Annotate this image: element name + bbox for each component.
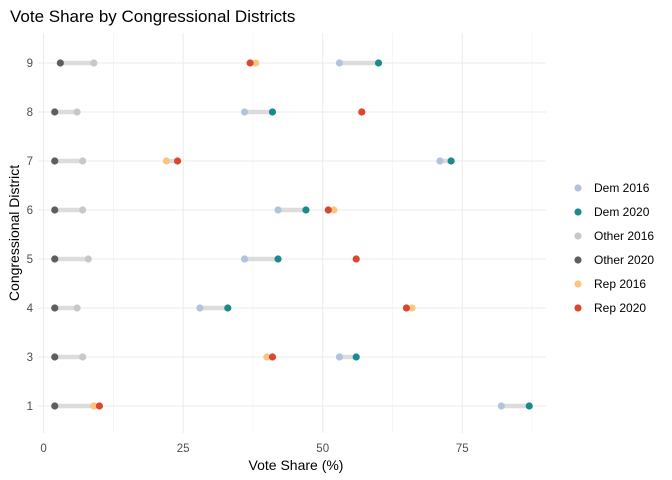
x-axis-ticks: 0 25 50 75 xyxy=(40,443,468,455)
point-dem-2016 xyxy=(497,402,505,410)
point-rep-2020 xyxy=(402,304,411,312)
point-other-2020 xyxy=(51,402,59,410)
point-rep-2020 xyxy=(268,353,277,361)
point-other-2020 xyxy=(51,206,59,214)
point-dem-2020 xyxy=(447,157,455,165)
point-other-2016 xyxy=(79,206,87,214)
point-dem-2020 xyxy=(274,255,282,263)
y-tick-label: 4 xyxy=(27,303,34,315)
point-dem-2016 xyxy=(274,206,282,214)
legend-label: Rep 2020 xyxy=(594,301,646,315)
point-rep-2020 xyxy=(246,59,254,67)
point-dem-2016 xyxy=(240,108,249,116)
point-rep-2016 xyxy=(90,402,98,410)
legend: Dem 2016 Dem 2020 Other 2016 Other 2020 Rep … xyxy=(574,181,654,315)
legend-label: Dem 2020 xyxy=(594,205,650,219)
point-dem-2020 xyxy=(525,402,533,410)
point-other-2020 xyxy=(51,157,59,165)
point-rep-2020 xyxy=(352,255,360,263)
legend-key xyxy=(574,184,582,192)
point-dem-2016 xyxy=(335,59,344,67)
x-tick-label: 75 xyxy=(456,443,469,455)
point-dem-2020 xyxy=(374,59,383,67)
point-rep-2020 xyxy=(358,108,366,116)
y-tick-label: 6 xyxy=(27,205,33,217)
y-tick-label: 9 xyxy=(27,58,33,70)
point-other-2016 xyxy=(73,108,81,116)
y-tick-label: 1 xyxy=(27,401,33,413)
y-tick-label: 3 xyxy=(27,352,33,364)
point-other-2020 xyxy=(51,108,59,116)
y-axis-title: Congressional District xyxy=(6,165,22,301)
point-dem-2016 xyxy=(335,353,344,361)
y-tick-label: 7 xyxy=(27,156,33,168)
data-points xyxy=(51,59,533,410)
point-rep-2016 xyxy=(408,304,416,312)
point-dem-2016 xyxy=(196,304,204,312)
point-other-2016 xyxy=(79,353,87,361)
point-rep-2016 xyxy=(252,59,260,67)
grid-lines xyxy=(38,33,546,433)
point-rep-2016 xyxy=(162,157,170,165)
legend-key xyxy=(574,280,582,288)
point-other-2016 xyxy=(84,255,92,263)
y-tick-label: 8 xyxy=(27,107,33,119)
y-axis-ticks: 1 3 4 5 6 7 8 9 xyxy=(27,58,34,413)
point-other-2016 xyxy=(73,304,81,312)
point-other-2016 xyxy=(90,59,98,67)
y-tick-label: 5 xyxy=(27,254,33,266)
legend-label: Dem 2016 xyxy=(594,181,650,195)
point-dem-2020 xyxy=(302,206,310,214)
point-other-2020 xyxy=(51,353,59,361)
legend-key xyxy=(574,208,582,216)
point-other-2020 xyxy=(56,59,64,67)
legend-key xyxy=(574,232,582,240)
x-axis-title: Vote Share (%) xyxy=(249,457,344,473)
x-tick-label: 50 xyxy=(316,443,329,455)
point-dem-2020 xyxy=(268,108,277,116)
x-tick-label: 0 xyxy=(40,443,46,455)
point-dem-2020 xyxy=(352,353,360,361)
legend-label: Rep 2016 xyxy=(594,277,646,291)
point-dem-2016 xyxy=(436,157,444,165)
legend-key xyxy=(574,304,582,312)
point-other-2016 xyxy=(79,157,87,165)
dumbbell-segments xyxy=(54,60,530,409)
point-rep-2020 xyxy=(173,157,182,165)
chart-title: Vote Share by Congressional Districts xyxy=(10,7,295,26)
point-rep-2016 xyxy=(330,206,338,214)
point-rep-2020 xyxy=(95,402,104,410)
legend-label: Other 2020 xyxy=(594,253,654,267)
point-dem-2016 xyxy=(240,255,249,263)
point-other-2020 xyxy=(51,304,59,312)
point-dem-2020 xyxy=(224,304,232,312)
legend-key xyxy=(574,256,582,264)
point-other-2020 xyxy=(51,255,59,263)
legend-label: Other 2016 xyxy=(594,229,654,243)
x-tick-label: 25 xyxy=(177,443,190,455)
point-rep-2020 xyxy=(324,206,332,214)
point-rep-2016 xyxy=(263,353,271,361)
